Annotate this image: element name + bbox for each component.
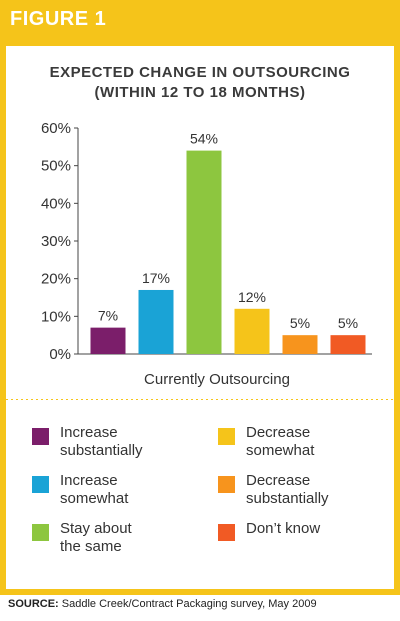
y-tick-label: 0% (49, 346, 71, 363)
y-tick-label: 30% (41, 233, 71, 250)
legend-item: Increase somewhat (32, 472, 190, 508)
figure-header: FIGURE 1 (0, 0, 400, 46)
source-prefix: SOURCE: (8, 598, 59, 610)
source-text: Saddle Creek/Contract Packaging survey, … (61, 598, 317, 610)
legend-item: Decrease somewhat (218, 424, 376, 460)
legend-item: Decrease substantially (218, 472, 376, 508)
legend-swatch (32, 428, 49, 445)
bar (330, 335, 366, 354)
data-label: 12% (238, 289, 266, 305)
figure-label: FIGURE 1 (10, 8, 107, 30)
legend-swatch (218, 524, 235, 541)
legend: Increase substantially Increase somewhat S… (0, 418, 400, 568)
bar (90, 327, 126, 354)
data-label: 17% (142, 270, 170, 286)
y-tick-label: 60% (41, 120, 71, 137)
source-note: SOURCE: Saddle Creek/Contract Packaging … (8, 598, 317, 610)
legend-item: Increase substantially (32, 424, 190, 460)
legend-item: Stay about the same (32, 520, 190, 556)
y-tick-label: 50% (41, 158, 71, 175)
legend-swatch (218, 428, 235, 445)
legend-label: Decrease substantially (246, 472, 329, 507)
legend-label: Don’t know (246, 520, 321, 537)
legend-label: Decrease somewhat (246, 424, 315, 459)
y-tick-label: 20% (41, 271, 71, 288)
bar (234, 308, 270, 354)
legend-item: Don’t know (218, 520, 376, 541)
chart-title-line2: (WITHIN 12 TO 18 MONTHS) (94, 84, 306, 101)
y-tick-label: 10% (41, 308, 71, 325)
x-axis-label: Currently Outsourcing (144, 371, 290, 388)
bar-chart: 0% 10% 20% 30% 40% 50% 60% Currently Outsourcin… (6, 120, 394, 400)
data-label: 5% (290, 315, 310, 331)
data-label: 5% (338, 315, 358, 331)
data-label: 7% (98, 308, 118, 324)
legend-swatch (32, 476, 49, 493)
legend-label: Increase substantially (60, 424, 143, 459)
legend-label: Stay about the same (60, 520, 132, 555)
legend-label: Increase somewhat (60, 472, 129, 507)
legend-swatch (32, 524, 49, 541)
chart-title-line1: EXPECTED CHANGE IN OUTSOURCING (49, 64, 351, 81)
bar (282, 335, 318, 354)
bar (186, 150, 222, 354)
data-label: 54% (190, 131, 218, 147)
legend-swatch (218, 476, 235, 493)
bar (138, 289, 174, 354)
y-tick-label: 40% (41, 195, 71, 212)
